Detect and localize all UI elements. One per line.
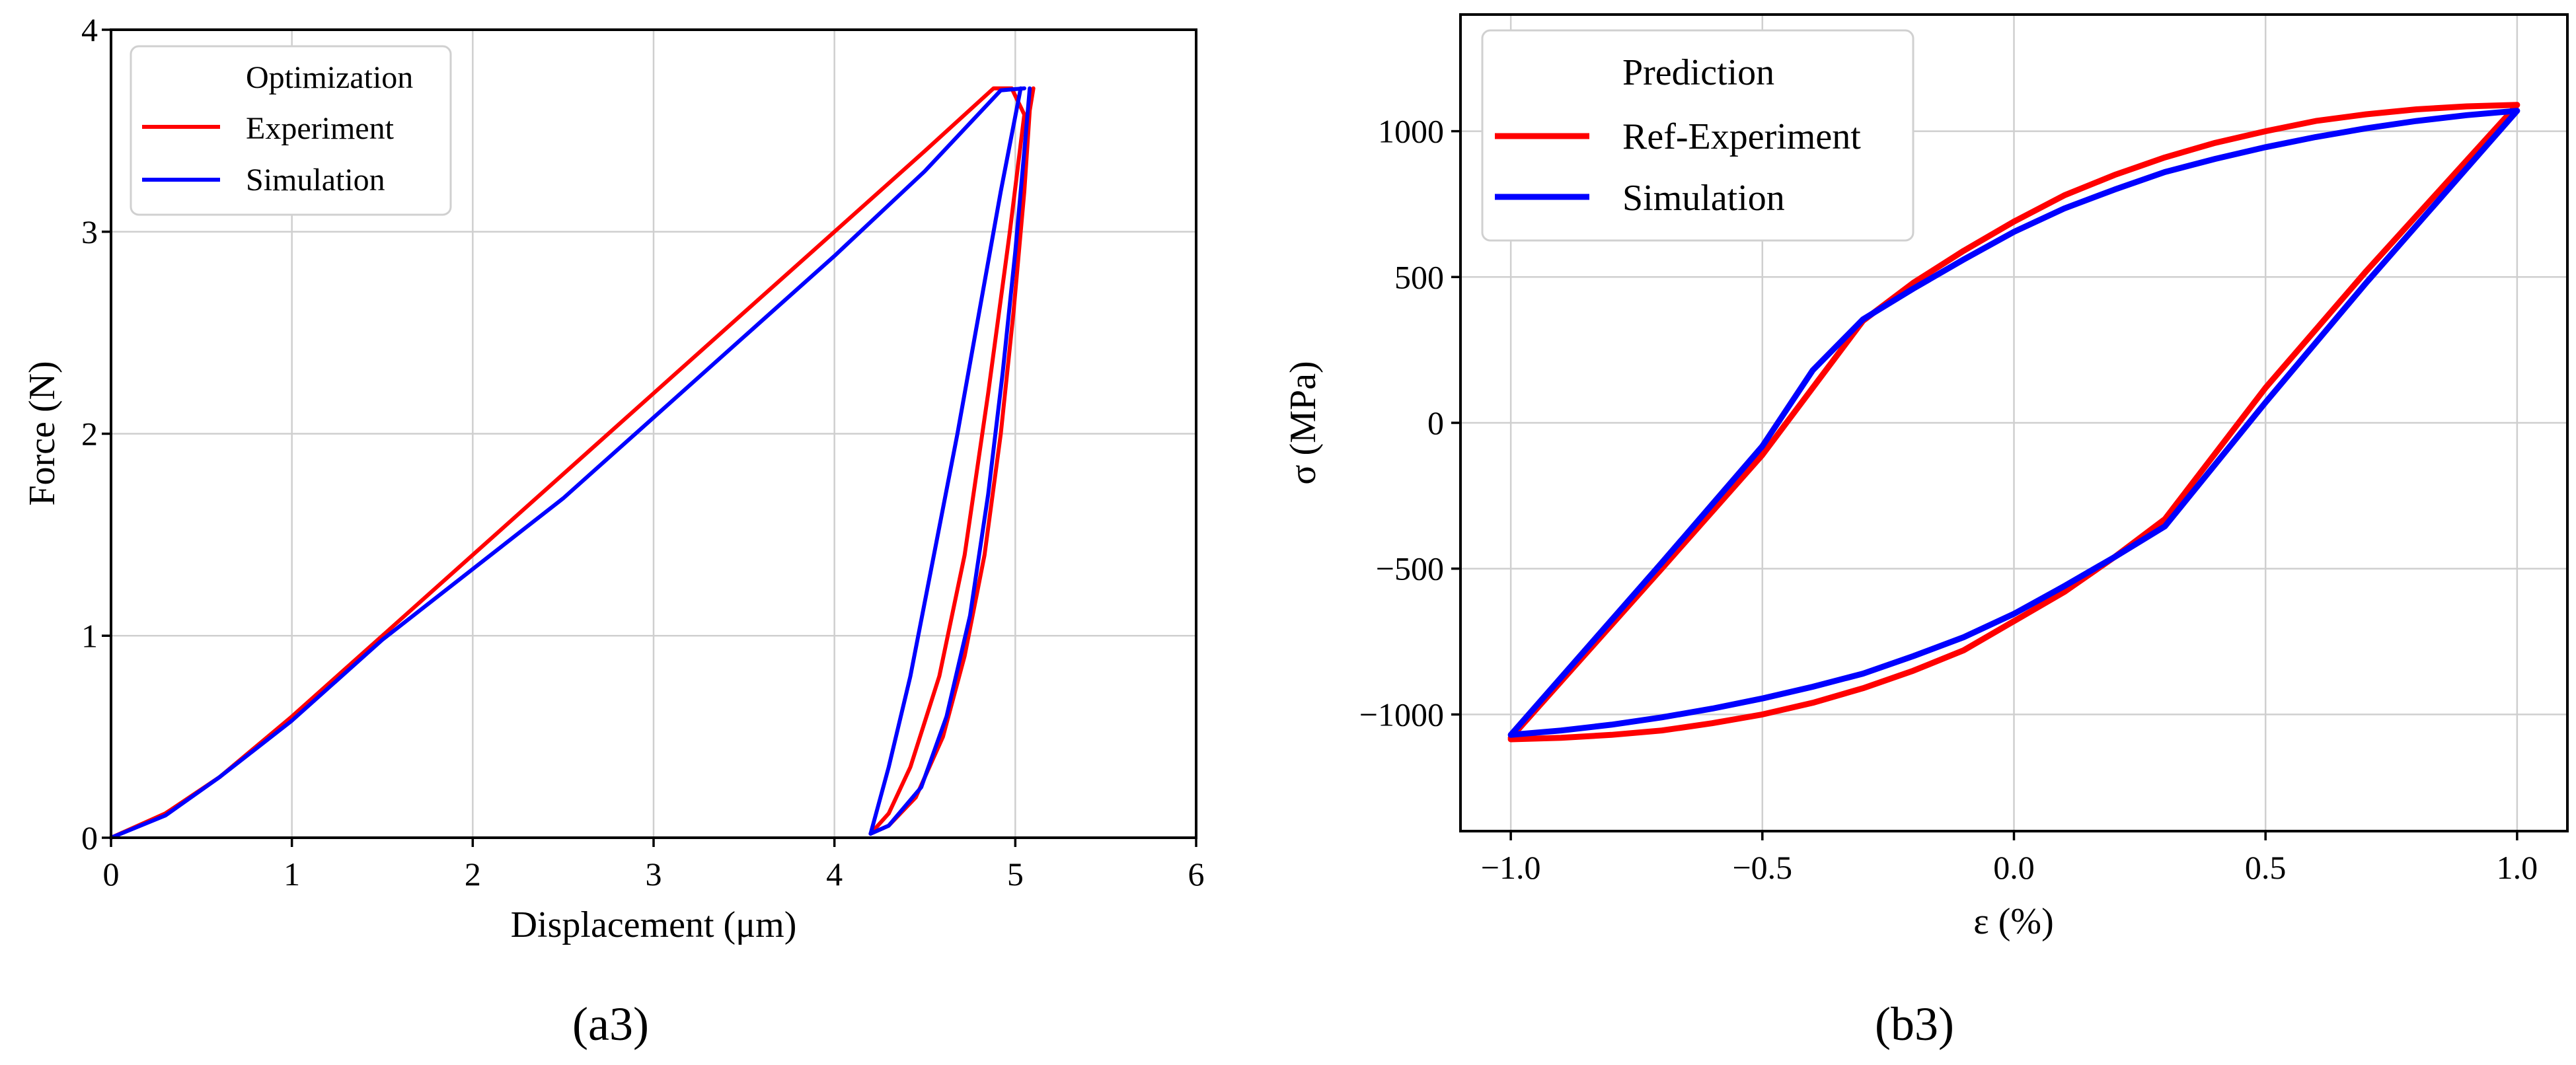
b3-legend-title: Prediction <box>1622 52 1774 93</box>
b3-x-axis-label: ε (%) <box>1973 901 2053 942</box>
a3-y-tick-label: 2 <box>81 416 98 453</box>
a3-x-tick-label: 6 <box>1188 856 1205 893</box>
a3-legend-label-experiment: Experiment <box>246 111 395 146</box>
a3-x-tick-label: 2 <box>465 856 481 893</box>
a3-y-tick-label: 1 <box>81 617 98 654</box>
b3-legend-box <box>1481 29 1914 242</box>
a3-x-tick-label: 1 <box>284 856 300 893</box>
b3-y-tick-label: 1000 <box>1378 113 1444 150</box>
chart-a3: 0 1 2 3 4 5 6 0 1 2 3 4 Displacement (μm) Force (N)… <box>22 11 1205 1050</box>
a3-x-tick-label: 4 <box>826 856 843 893</box>
a3-x-axis-label: Displacement (μm) <box>511 904 797 945</box>
chart-b3: −1.0 −0.5 0.0 0.5 1.0 −1000 −500 0 500 1000 ε (%)… <box>1283 13 2569 1050</box>
a3-series <box>109 86 1036 840</box>
b3-y-tick-label: −500 <box>1376 550 1444 587</box>
a3-legend-label-simulation: Simulation <box>246 163 385 198</box>
a3-x-tick-label: 3 <box>646 856 662 893</box>
a3-x-tick-label: 5 <box>1007 856 1024 893</box>
b3-series-line-ref-experiment-0 <box>1507 102 2520 743</box>
a3-legend-title: Optimization <box>246 60 413 95</box>
a3-series-line-simulation-2 <box>109 86 1026 840</box>
a3-series-line-experiment-0 <box>109 86 1026 840</box>
a3-legend: Optimization Experiment Simulation <box>130 45 452 216</box>
a3-legend-box <box>130 45 452 216</box>
b3-panel-label: (b3) <box>1875 998 1954 1050</box>
b3-y-tick-label: 0 <box>1427 404 1444 441</box>
b3-ticks: −1.0 −0.5 0.0 0.5 1.0 −1000 −500 0 500 1000 <box>1359 113 2538 886</box>
a3-series-line-simulation-4 <box>868 86 1032 836</box>
b3-legend-label-ref-experiment: Ref-Experiment <box>1622 116 1861 157</box>
b3-series-line-simulation-1 <box>1507 108 2520 738</box>
a3-series-line-simulation-3 <box>868 86 1023 836</box>
b3-x-tick-label: 0.0 <box>1993 849 2035 886</box>
a3-y-axis-label: Force (N) <box>22 361 63 505</box>
b3-x-tick-label: 1.0 <box>2497 849 2538 886</box>
a3-ticks: 0 1 2 3 4 5 6 0 1 2 3 4 <box>81 11 1205 893</box>
b3-x-tick-label: −0.5 <box>1732 849 1792 886</box>
b3-y-tick-label: −1000 <box>1359 696 1444 733</box>
a3-panel-label: (a3) <box>572 998 649 1050</box>
a3-y-tick-label: 0 <box>81 819 98 856</box>
b3-legend: Prediction Ref-Experiment Simulation <box>1481 29 1914 242</box>
a3-x-tick-label: 0 <box>103 856 120 893</box>
b3-series <box>1507 102 2520 743</box>
b3-y-axis-label: σ (MPa) <box>1283 361 1324 484</box>
a3-y-tick-label: 4 <box>81 11 98 48</box>
b3-y-tick-label: 500 <box>1394 258 1444 295</box>
b3-legend-label-simulation: Simulation <box>1622 178 1785 219</box>
a3-y-tick-label: 3 <box>81 213 98 250</box>
b3-x-tick-label: −1.0 <box>1481 849 1541 886</box>
b3-x-tick-label: 0.5 <box>2245 849 2287 886</box>
